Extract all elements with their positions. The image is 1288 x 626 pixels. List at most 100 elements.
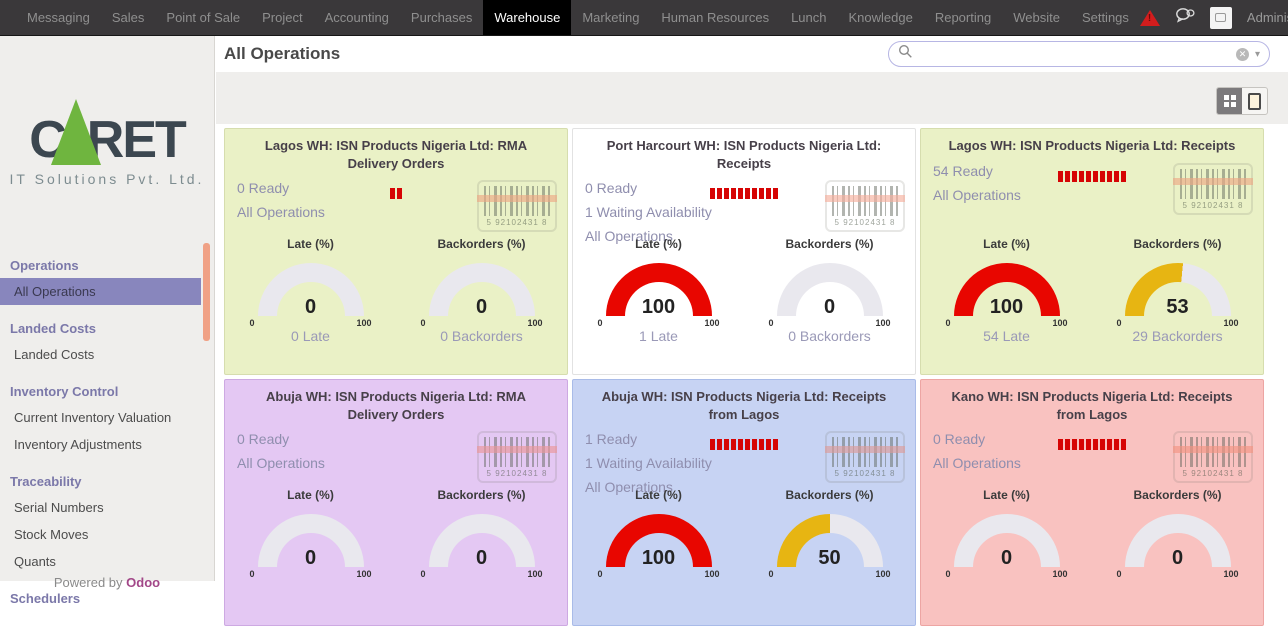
nav-item-lunch[interactable]: Lunch <box>791 10 827 25</box>
sidebar-item-quants[interactable]: Quants <box>14 554 56 569</box>
kanban-view-button[interactable] <box>1217 88 1242 114</box>
card-link-all-operations[interactable]: All Operations <box>933 186 1021 203</box>
nav-item-settings[interactable]: Settings <box>1081 10 1129 25</box>
gauge-label: Late (%) <box>287 488 334 502</box>
alert-icon[interactable] <box>1139 9 1160 26</box>
sparkline-bar <box>1065 170 1070 182</box>
clear-search-icon[interactable]: ✕ <box>1235 47 1249 61</box>
powered-by: Powered by Odoo <box>0 575 214 590</box>
view-switcher <box>1216 87 1268 115</box>
card-links: 0 Ready 1 Waiting Availability All Operati… <box>585 180 712 244</box>
card-link-0-ready[interactable]: 0 Ready <box>585 180 638 197</box>
card-title[interactable]: Abuja WH: ISN Products Nigeria Ltd: Rece… <box>601 389 887 422</box>
card-link-1-waiting-availability[interactable]: 1 Waiting Availability <box>585 455 712 472</box>
search-dropdown-icon[interactable]: ▾ <box>1254 48 1260 60</box>
sidebar-item-all-operations[interactable]: All Operations <box>0 278 201 305</box>
card-link-all-operations[interactable]: All Operations <box>237 455 325 472</box>
gauge-tick-max: 100 <box>875 318 891 328</box>
gauge-ticks: 0 100 <box>421 318 543 328</box>
search-box: ✕ ▾ <box>888 41 1270 67</box>
sparkline-bar <box>724 188 729 200</box>
kanban-card-lagos-wh-isn-products-nigeria-ltd-rma-delivery-orders: Lagos WH: ISN Products Nigeria Ltd: RMA … <box>224 128 568 375</box>
sparkline-bar <box>717 188 722 200</box>
gauge-value: 53 <box>1166 296 1189 316</box>
sidebar-item-stock-moves[interactable]: Stock Moves <box>14 527 89 542</box>
gauge-link-29-backorders[interactable]: 29 Backorders <box>1132 328 1223 344</box>
card-title[interactable]: Lagos WH: ISN Products Nigeria Ltd: Rece… <box>948 138 1236 153</box>
gauge-link-0-late[interactable]: 0 Late <box>291 328 330 344</box>
sparkline-bar <box>1107 439 1112 451</box>
barcode-bars <box>825 186 905 217</box>
gauge-value: 50 <box>818 547 841 567</box>
odoo-link[interactable]: Odoo <box>126 575 161 590</box>
barcode-stripe <box>477 195 557 203</box>
avatar[interactable] <box>1209 6 1232 29</box>
gauge-tick-max: 100 <box>704 318 720 328</box>
gauge-link-0-backorders[interactable]: 0 Backorders <box>788 328 871 344</box>
sparkline-bar <box>766 188 771 200</box>
company-logo: C RET IT Solutions Pvt. Ltd. <box>0 36 214 242</box>
card-link-all-operations[interactable]: All Operations <box>933 455 1021 472</box>
card-title[interactable]: Abuja WH: ISN Products Nigeria Ltd: RMA … <box>266 389 526 422</box>
nav-item-accounting[interactable]: Accounting <box>324 10 389 25</box>
gauge-ticks: 0 100 <box>946 318 1068 328</box>
card-link-all-operations[interactable]: All Operations <box>585 479 673 496</box>
card-title[interactable]: Lagos WH: ISN Products Nigeria Ltd: RMA … <box>264 138 528 171</box>
sidebar-item-serial-numbers[interactable]: Serial Numbers <box>14 500 104 515</box>
sidebar-item-landed-costs[interactable]: Landed Costs <box>14 347 95 362</box>
user-menu[interactable]: Administrator <box>1246 10 1288 25</box>
gauge-link-0-backorders[interactable]: 0 Backorders <box>440 328 523 344</box>
sparkline-bar <box>752 188 757 200</box>
card-link-0-ready[interactable]: 0 Ready <box>237 180 290 197</box>
chat-icon[interactable] <box>1175 7 1195 28</box>
sidebar-item-inventory-adjustments[interactable]: Inventory Adjustments <box>14 437 142 452</box>
nav-item-warehouse[interactable]: Warehouse <box>483 0 572 35</box>
barcode-stripe <box>1173 446 1253 454</box>
nav-item-sales[interactable]: Sales <box>111 10 145 25</box>
card-link-1-ready[interactable]: 1 Ready <box>585 431 638 448</box>
gauge-link-54-late[interactable]: 54 Late <box>983 328 1030 344</box>
card-gauges: Late (%) 0 0 100 Backorders (%) 0 0 100 <box>225 488 567 579</box>
card-link-54-ready[interactable]: 54 Ready <box>933 162 993 179</box>
nav-item-messaging[interactable]: Messaging <box>27 10 90 25</box>
nav-item-human-resources[interactable]: Human Resources <box>661 10 770 25</box>
nav-item-purchases[interactable]: Purchases <box>410 10 473 25</box>
nav-item-point-of-sale[interactable]: Point of Sale <box>166 10 241 25</box>
nav-item-project[interactable]: Project <box>262 10 303 25</box>
nav-item-knowledge[interactable]: Knowledge <box>848 10 913 25</box>
card-link-0-ready[interactable]: 0 Ready <box>237 431 290 448</box>
card-link-1-waiting-availability[interactable]: 1 Waiting Availability <box>585 204 712 221</box>
gauge-chart: 0 <box>257 514 364 567</box>
barcode-bars <box>477 437 557 468</box>
gauge-value: 100 <box>989 296 1024 316</box>
gauge-value: 0 <box>475 547 488 567</box>
card-gauges: Late (%) 100 0 100 54 Late Backorders (%) 53 0 1… <box>921 237 1263 346</box>
nav-item-marketing[interactable]: Marketing <box>582 10 640 25</box>
sparkline-chart <box>710 439 778 451</box>
card-top: 0 Ready All Operations 5 92102431 8 <box>235 427 557 487</box>
gauge-tick-min: 0 <box>249 318 255 328</box>
search-input[interactable] <box>919 45 1230 63</box>
gauge-tick-max: 100 <box>527 569 543 579</box>
barcode-image: 5 92102431 8 <box>1173 431 1253 484</box>
card-title[interactable]: Kano WH: ISN Products Nigeria Ltd: Recei… <box>951 389 1233 422</box>
barcode-bars <box>477 186 557 217</box>
nav-item-reporting[interactable]: Reporting <box>934 10 992 25</box>
sparkline-bar <box>390 188 395 200</box>
list-view-button[interactable] <box>1242 88 1267 114</box>
card-link-all-operations[interactable]: All Operations <box>237 204 325 221</box>
gauge-label: Late (%) <box>983 237 1030 251</box>
card-title[interactable]: Port Harcourt WH: ISN Products Nigeria L… <box>606 138 882 171</box>
sidebar-scrollbar[interactable] <box>203 243 210 341</box>
card-link-all-operations[interactable]: All Operations <box>585 228 673 245</box>
sidebar-item-current-inventory-valuation[interactable]: Current Inventory Valuation <box>14 410 172 425</box>
gauge-tick-min: 0 <box>420 569 426 579</box>
card-top: 0 Ready 1 Waiting Availability All Operati… <box>583 176 905 244</box>
nav-item-website[interactable]: Website <box>1013 10 1060 25</box>
topnav-right: Administrator ▾ <box>1139 0 1288 35</box>
section-title-inventory-control: Inventory Control <box>10 384 119 399</box>
gauge-chart: 0 <box>428 514 535 567</box>
card-link-0-ready[interactable]: 0 Ready <box>933 431 986 448</box>
gauge-link-1-late[interactable]: 1 Late <box>639 328 678 344</box>
gauge-backorders: Backorders (%) 0 0 100 0 Backorders <box>396 237 567 346</box>
